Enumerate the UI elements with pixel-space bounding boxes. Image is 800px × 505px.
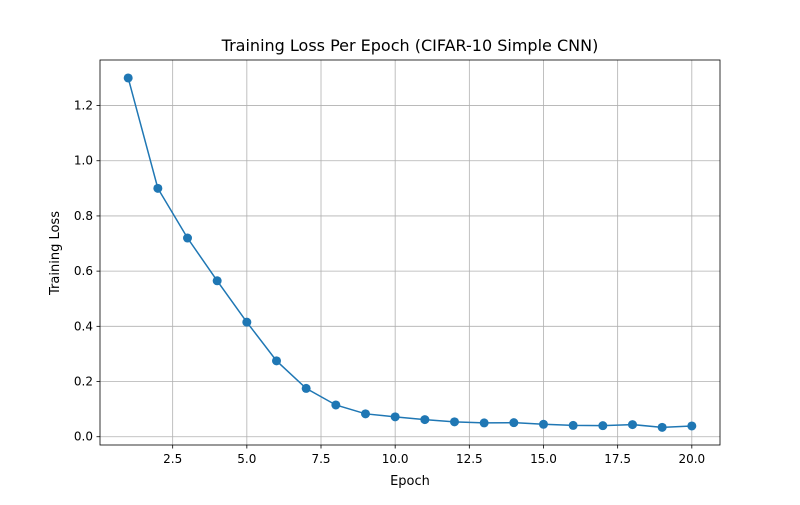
axes xyxy=(99,59,721,446)
data-point xyxy=(568,420,578,430)
x-tick-label: 17.5 xyxy=(604,452,631,466)
y-tick-label: 1.0 xyxy=(74,154,93,168)
data-point xyxy=(212,276,222,286)
data-point xyxy=(331,400,341,410)
data-point xyxy=(272,356,282,366)
y-tick-label: 0.8 xyxy=(74,209,93,223)
series-line xyxy=(127,77,692,429)
x-tick-label: 7.5 xyxy=(311,452,330,466)
data-point xyxy=(420,415,430,425)
data-point xyxy=(657,422,667,432)
chart-title: Training Loss Per Epoch (CIFAR-10 Simple… xyxy=(221,36,599,55)
y-axis-ticks: 0.0 0.2 0.4 0.6 0.8 1.0 1.2 xyxy=(74,99,100,444)
series-layer xyxy=(123,73,697,432)
data-point xyxy=(627,420,637,430)
x-axis-ticks: 2.5 5.0 7.5 10.0 12.5 15.0 17.5 20.0 xyxy=(163,445,705,466)
y-tick-label: 0.4 xyxy=(74,319,93,333)
y-tick-label: 0.0 xyxy=(74,430,93,444)
plot-frame xyxy=(99,59,721,446)
x-tick-label: 20.0 xyxy=(678,452,705,466)
data-point xyxy=(123,73,133,83)
grid-lines xyxy=(100,60,720,445)
x-tick-label: 12.5 xyxy=(456,452,483,466)
x-tick-label: 10.0 xyxy=(382,452,409,466)
x-axis-label: Epoch xyxy=(390,474,430,489)
data-point xyxy=(301,383,311,393)
y-tick-label: 0.6 xyxy=(74,264,93,278)
data-point xyxy=(687,421,697,431)
x-tick-label: 2.5 xyxy=(163,452,182,466)
y-tick-label: 0.2 xyxy=(74,375,93,389)
data-point xyxy=(183,233,193,243)
data-point xyxy=(538,419,548,429)
x-tick-label: 5.0 xyxy=(237,452,256,466)
y-axis-label: Training Loss xyxy=(48,211,63,296)
data-point xyxy=(449,417,459,427)
data-point xyxy=(153,183,163,193)
x-tick-label: 15.0 xyxy=(530,452,557,466)
data-point xyxy=(390,412,400,422)
y-tick-label: 1.2 xyxy=(74,99,93,113)
data-point xyxy=(479,418,489,428)
data-point xyxy=(361,409,371,419)
data-point xyxy=(509,418,519,428)
data-point xyxy=(242,317,252,327)
data-point xyxy=(598,421,608,431)
